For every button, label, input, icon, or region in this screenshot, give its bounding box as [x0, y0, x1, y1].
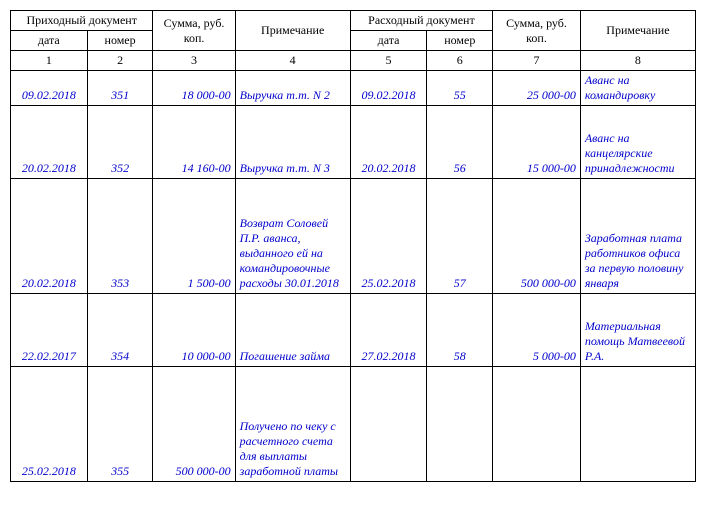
cell-out_sum: 15 000-00: [493, 106, 581, 179]
cell-in_note: Возврат Соловей П.Р. аванса, выданного е…: [235, 179, 350, 294]
cell-out_num: 58: [427, 294, 493, 367]
table-row: 09.02.201835118 000-00Выручка т.т. N 209…: [11, 71, 696, 106]
cell-in_sum: 10 000-00: [153, 294, 235, 367]
hdr-in-date: дата: [11, 31, 88, 51]
cell-in_note: Выручка т.т. N 3: [235, 106, 350, 179]
cell-in_date: 20.02.2018: [11, 106, 88, 179]
cell-out_date: [350, 367, 427, 482]
hdr-out-date: дата: [350, 31, 427, 51]
cell-in_date: 09.02.2018: [11, 71, 88, 106]
col-number-3: 3: [153, 51, 235, 71]
col-number-1: 1: [11, 51, 88, 71]
cell-out_num: 55: [427, 71, 493, 106]
cell-out_date: 25.02.2018: [350, 179, 427, 294]
hdr-out-note: Примечание: [580, 11, 695, 51]
hdr-out-doc: Расходный документ: [350, 11, 492, 31]
hdr-in-doc: Приходный документ: [11, 11, 153, 31]
table-row: 25.02.2018355500 000-00Получено по чеку …: [11, 367, 696, 482]
hdr-in-num: номер: [87, 31, 153, 51]
cell-in_date: 25.02.2018: [11, 367, 88, 482]
cell-out_sum: 25 000-00: [493, 71, 581, 106]
col-number-7: 7: [493, 51, 581, 71]
cell-in_note: Выручка т.т. N 2: [235, 71, 350, 106]
hdr-out-sum: Сумма, руб. коп.: [493, 11, 581, 51]
cell-in_note: Получено по чеку с расчетного счета для …: [235, 367, 350, 482]
cell-out_note: Аванс на командировку: [580, 71, 695, 106]
col-number-4: 4: [235, 51, 350, 71]
table-row: 22.02.201735410 000-00Погашение займа27.…: [11, 294, 696, 367]
cell-out_date: 27.02.2018: [350, 294, 427, 367]
cell-in_num: 353: [87, 179, 153, 294]
table-row: 20.02.20183531 500-00Возврат Соловей П.Р…: [11, 179, 696, 294]
cell-in_sum: 500 000-00: [153, 367, 235, 482]
cell-out_date: 20.02.2018: [350, 106, 427, 179]
cell-out_sum: [493, 367, 581, 482]
cell-in_num: 352: [87, 106, 153, 179]
col-number-8: 8: [580, 51, 695, 71]
cell-out_note: Аванс на канцелярские принадлежности: [580, 106, 695, 179]
cell-out_date: 09.02.2018: [350, 71, 427, 106]
cell-out_num: 57: [427, 179, 493, 294]
cell-out_note: Материальная помощь Матвеевой Р.А.: [580, 294, 695, 367]
hdr-out-num: номер: [427, 31, 493, 51]
hdr-in-sum: Сумма, руб. коп.: [153, 11, 235, 51]
ledger-table: Приходный документ Сумма, руб. коп. Прим…: [10, 10, 696, 482]
cell-in_sum: 18 000-00: [153, 71, 235, 106]
cell-out_note: Заработная плата работников офиса за пер…: [580, 179, 695, 294]
cell-in_num: 354: [87, 294, 153, 367]
cell-out_sum: 5 000-00: [493, 294, 581, 367]
cell-in_sum: 14 160-00: [153, 106, 235, 179]
cell-in_num: 351: [87, 71, 153, 106]
col-number-5: 5: [350, 51, 427, 71]
cell-out_sum: 500 000-00: [493, 179, 581, 294]
cell-in_num: 355: [87, 367, 153, 482]
col-number-2: 2: [87, 51, 153, 71]
cell-in_note: Погашение займа: [235, 294, 350, 367]
hdr-in-note: Примечание: [235, 11, 350, 51]
cell-out_num: 56: [427, 106, 493, 179]
cell-out_num: [427, 367, 493, 482]
col-number-6: 6: [427, 51, 493, 71]
cell-in_date: 22.02.2017: [11, 294, 88, 367]
cell-in_sum: 1 500-00: [153, 179, 235, 294]
table-row: 20.02.201835214 160-00Выручка т.т. N 320…: [11, 106, 696, 179]
cell-in_date: 20.02.2018: [11, 179, 88, 294]
cell-out_note: [580, 367, 695, 482]
